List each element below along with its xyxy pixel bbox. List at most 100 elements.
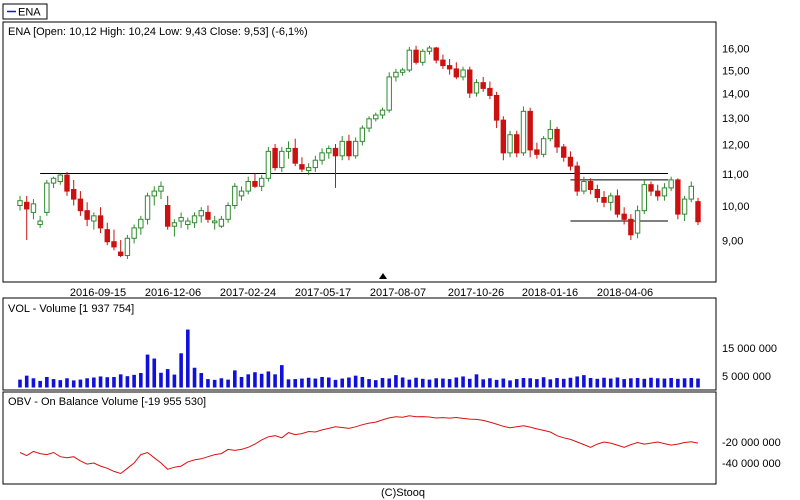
volume-bar — [629, 378, 633, 388]
volume-bar — [132, 374, 136, 388]
volume-bar — [320, 376, 324, 388]
volume-bar — [112, 376, 116, 388]
volume-bar — [360, 376, 365, 388]
candle — [628, 214, 634, 240]
candle — [285, 141, 292, 159]
candle — [50, 176, 57, 188]
candle — [117, 240, 124, 258]
candle — [406, 46, 413, 73]
volume-bar — [172, 374, 177, 388]
volume-bar — [447, 379, 452, 388]
volume-bar — [300, 378, 304, 388]
candle — [104, 222, 110, 246]
candle — [326, 145, 332, 159]
volume-bar — [414, 377, 418, 388]
volume-bar — [548, 379, 553, 388]
candle — [77, 191, 84, 216]
volume-bar — [575, 376, 579, 388]
volume-bar — [159, 372, 163, 388]
obv-line-layer — [19, 415, 699, 475]
volume-bar — [38, 380, 42, 388]
legend-label: ENA — [18, 7, 41, 19]
candle — [198, 207, 204, 223]
volume-bar — [454, 377, 459, 388]
candle — [191, 212, 198, 228]
obv-panel — [2, 391, 717, 485]
volume-bar — [233, 370, 237, 388]
obv-line — [19, 415, 699, 475]
volume-bars — [18, 329, 700, 388]
scroll-marker-icon[interactable] — [379, 273, 387, 279]
volume-bar — [474, 374, 479, 388]
candle — [225, 202, 231, 223]
candle — [64, 172, 70, 196]
volume-bar — [85, 378, 89, 388]
candle — [272, 144, 278, 171]
volume-bar — [568, 377, 573, 388]
volume-bar — [65, 378, 69, 388]
volume-bar — [602, 377, 606, 388]
volume-bar — [219, 378, 224, 388]
candle — [138, 215, 144, 235]
candle — [84, 202, 90, 227]
volume-bar — [521, 378, 526, 388]
candle — [124, 234, 131, 259]
price-y-tick: 16,00 — [722, 44, 750, 56]
candle — [420, 49, 426, 66]
volume-bar — [608, 378, 613, 388]
volume-bar — [582, 375, 586, 388]
volume-bar — [669, 378, 673, 388]
candle — [245, 176, 251, 195]
candle — [614, 189, 621, 218]
legend-tab[interactable]: ENA — [2, 3, 48, 20]
candle — [426, 45, 433, 55]
candle — [393, 68, 399, 82]
volume-bar — [24, 375, 29, 388]
volume-bar — [212, 379, 217, 388]
candle — [299, 157, 305, 173]
volume-bar — [152, 358, 157, 388]
candle — [57, 173, 63, 185]
candle — [594, 184, 601, 203]
candle — [312, 155, 319, 173]
candle — [681, 195, 688, 222]
candle — [151, 186, 157, 206]
volume-bar — [280, 365, 284, 388]
volume-bar — [467, 378, 472, 388]
price-x-tick: 2016-09-15 — [70, 287, 126, 299]
price-x-tick: 2018-04-06 — [597, 287, 653, 299]
volume-bar — [420, 378, 425, 388]
candle — [346, 134, 352, 161]
volume-bar — [105, 377, 110, 388]
volume-bar — [179, 353, 183, 388]
price-x-tick: 2017-05-17 — [295, 287, 351, 299]
candle — [453, 62, 460, 80]
volume-bar — [501, 378, 506, 388]
volume-bar — [273, 374, 277, 388]
volume-bar — [514, 379, 519, 388]
candle — [446, 59, 453, 75]
support-resistance-lines — [40, 173, 669, 222]
volume-bar — [481, 379, 485, 388]
candle — [111, 229, 117, 251]
volume-bar — [192, 367, 197, 388]
candle — [688, 181, 694, 203]
candle — [648, 181, 654, 196]
candle — [587, 178, 594, 195]
volume-bar — [199, 373, 204, 388]
candle — [695, 197, 701, 226]
candle — [373, 112, 379, 122]
candle — [17, 195, 23, 211]
volume-bar — [488, 378, 492, 388]
volume-bar — [145, 354, 150, 388]
volume-bar — [51, 379, 56, 388]
volume-bar — [253, 372, 257, 388]
obv-y-tick: -20 000 000 — [722, 437, 781, 449]
candle — [561, 144, 567, 162]
volume-bar — [427, 379, 432, 388]
volume-bar — [226, 379, 230, 388]
volume-bar — [696, 378, 700, 388]
price-panel — [2, 21, 717, 283]
volume-bar — [434, 378, 438, 388]
